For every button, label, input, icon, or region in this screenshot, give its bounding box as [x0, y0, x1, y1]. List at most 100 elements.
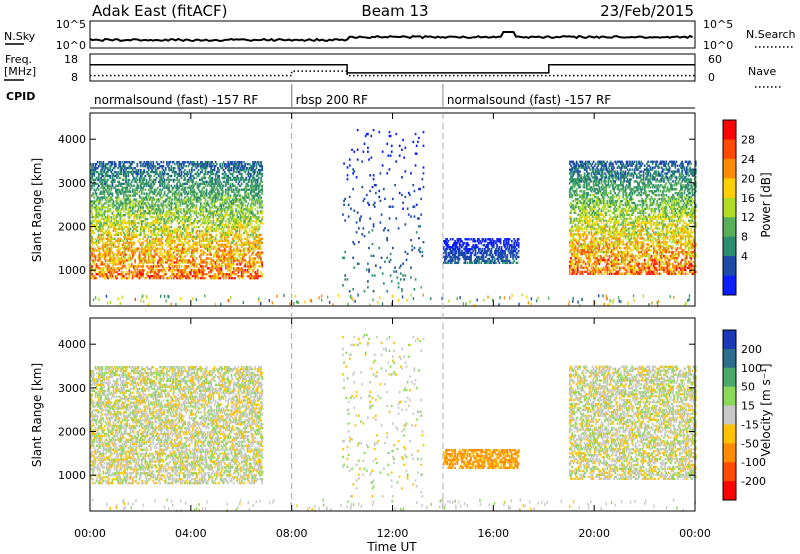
echo-cell [184, 255, 186, 257]
echo-cell [404, 223, 406, 225]
echo-cell [261, 165, 263, 167]
echo-cell [402, 202, 404, 204]
echo-cell [248, 185, 250, 187]
echo-cell [98, 234, 100, 236]
echo-cell [399, 145, 401, 147]
echo-cell [172, 218, 174, 220]
echo-cell [381, 213, 383, 215]
echo-cell [241, 234, 243, 236]
echo-cell [390, 259, 392, 261]
echo-cell [241, 183, 243, 185]
echo-cell [258, 212, 260, 214]
echo-cell [157, 247, 159, 249]
echo-cell [91, 265, 93, 267]
echo-cell [252, 220, 254, 222]
echo-cell [134, 220, 136, 222]
echo-cell [344, 278, 346, 280]
echo-cell [348, 204, 350, 206]
echo-cell [142, 220, 144, 222]
echo-cell [463, 242, 465, 244]
echo-cell [423, 172, 425, 174]
echo-cell [210, 253, 212, 255]
echo-cell [410, 239, 412, 241]
echo-cell [260, 196, 262, 198]
echo-cell [258, 261, 260, 263]
echo-cell [352, 188, 354, 190]
echo-cell [195, 226, 197, 228]
cpid-segment-label: normalsound (fast) -157 RF [94, 93, 258, 107]
echo-cell [375, 192, 377, 194]
echo-cell [399, 154, 401, 156]
echo-cell [109, 175, 111, 177]
echo-cell [416, 153, 418, 155]
echo-cell [98, 189, 100, 191]
echo-cell [391, 151, 393, 153]
echo-cell [391, 145, 393, 147]
echo-cell [182, 238, 184, 240]
echo-cell [398, 227, 400, 229]
echo-cell [164, 191, 166, 193]
echo-cell [389, 131, 391, 133]
echo-cell [185, 165, 187, 167]
echo-cell [403, 278, 405, 280]
echo-cell [363, 227, 365, 229]
echo-cell [342, 213, 344, 215]
echo-cell [417, 141, 419, 143]
echo-cell [231, 246, 233, 248]
echo-cell [251, 206, 253, 208]
echo-cell [357, 129, 359, 131]
echo-cell [414, 206, 416, 208]
echo-cell [178, 179, 180, 181]
echo-cell [121, 198, 123, 200]
echo-cell [258, 177, 260, 179]
echo-cell [171, 179, 173, 181]
echo-cell [174, 236, 176, 238]
echo-cell [123, 275, 125, 277]
echo-cell [370, 135, 372, 137]
cpid-label: CPID [6, 90, 35, 103]
echo-cell [203, 269, 205, 271]
echo-cell [92, 238, 94, 240]
echo-cell [119, 161, 121, 163]
echo-cell [197, 230, 199, 232]
echo-cell [343, 162, 345, 164]
echo-cell [134, 269, 136, 271]
echo-cell [180, 216, 182, 218]
echo-cell [233, 212, 235, 214]
echo-cell [225, 220, 227, 222]
echo-cell [380, 266, 382, 268]
echo-cell [172, 202, 174, 204]
echo-cell [143, 169, 145, 171]
echo-cell [184, 161, 186, 163]
echo-cell [366, 268, 368, 270]
echo-cell [351, 149, 353, 151]
echo-cell [342, 284, 344, 286]
echo-cell [207, 261, 209, 263]
echo-cell [423, 131, 425, 133]
noise-right-tick-top: 10^5 [703, 18, 733, 31]
echo-cell [404, 251, 406, 253]
echo-cell [184, 177, 186, 179]
echo-cell [110, 234, 112, 236]
echo-cell [261, 222, 263, 224]
echo-cell [367, 263, 369, 265]
echo-cell [235, 273, 237, 275]
echo-cell [403, 156, 405, 158]
echo-cell [392, 206, 394, 208]
echo-cell [171, 165, 173, 167]
echo-cell [197, 246, 199, 248]
echo-cell [125, 253, 127, 255]
echo-cell [97, 161, 99, 163]
echo-cell [169, 161, 171, 163]
echo-cell [357, 211, 359, 213]
echo-cell [259, 226, 261, 228]
echo-cell [197, 192, 199, 194]
echo-cell [115, 267, 117, 269]
echo-cell [471, 262, 473, 264]
echo-cell [407, 208, 409, 210]
echo-cell [154, 198, 156, 200]
echo-cell [102, 161, 104, 163]
echo-cell [189, 240, 191, 242]
echo-cell [378, 190, 380, 192]
echo-cell [390, 135, 392, 137]
